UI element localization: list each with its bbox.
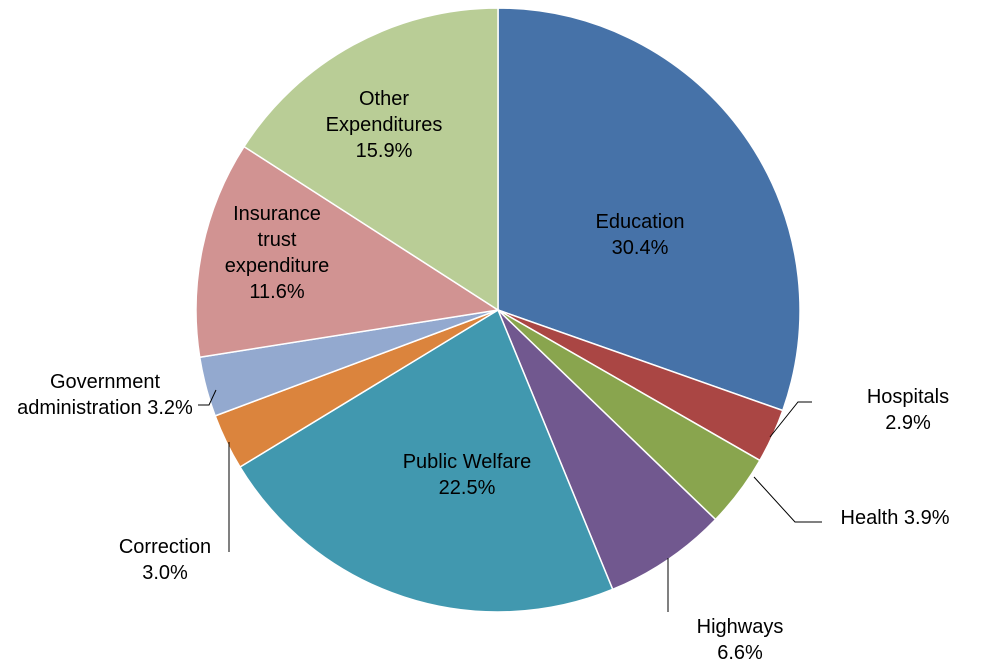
pie-slice (242, 7, 499, 312)
category-label: Other Expenditures (325, 88, 443, 136)
slice-label: Insurance trust expenditure 11.6% (212, 201, 342, 305)
slice-label: Education 30.4% (580, 209, 700, 261)
value-label: 30.4% (611, 237, 669, 259)
value-label: 15.9% (355, 140, 413, 162)
leader-line (198, 389, 217, 406)
slice-label: Government administration 3.2% (15, 369, 195, 421)
category-label: Government administration (17, 371, 161, 419)
category-label: Public Welfare (402, 451, 532, 473)
category-label: Hospitals (866, 386, 950, 408)
value-label: 22.5% (438, 477, 496, 499)
slice-label: Other Expenditures 15.9% (314, 86, 454, 164)
value-label: 2.9% (885, 412, 931, 434)
pie-slice (238, 308, 614, 613)
value-label: 3.0% (142, 562, 188, 584)
value-label: 3.2% (147, 397, 193, 419)
pie-slice (195, 145, 501, 359)
category-label: Education (595, 211, 685, 233)
slice-label: Public Welfare 22.5% (387, 449, 547, 501)
leader-line (753, 476, 822, 523)
slice-label: Highways 6.6% (685, 614, 795, 666)
category-label: Highways (696, 616, 784, 638)
slice-label: Correction 3.0% (100, 534, 230, 586)
value-label: 3.9% (903, 507, 950, 529)
value-label: 11.6% (249, 281, 305, 303)
category-label: Health (840, 507, 899, 529)
category-label: Correction (118, 536, 212, 558)
value-label: 6.6% (717, 642, 763, 664)
leader-line (769, 401, 812, 438)
slice-label: Health 3.9% (795, 505, 985, 531)
slice-label: Hospitals 2.9% (853, 384, 963, 436)
category-label: Insurance trust expenditure (224, 203, 330, 277)
pie-slice (497, 7, 801, 412)
